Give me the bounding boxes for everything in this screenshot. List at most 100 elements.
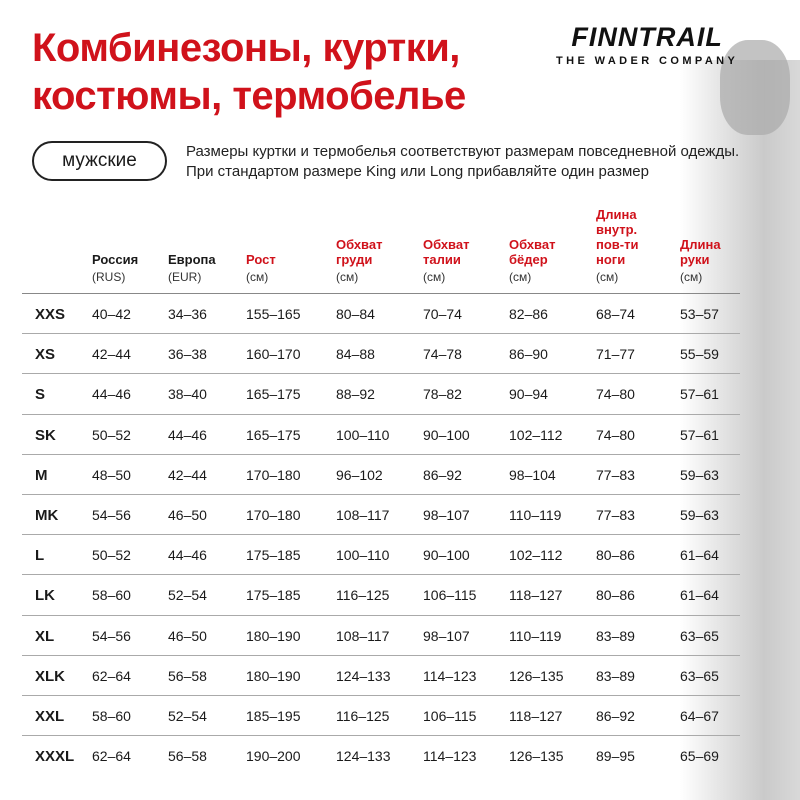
column-header: Обхват груди (см) xyxy=(336,237,416,285)
table-cell: 46–50 xyxy=(168,627,207,644)
table-cell: 86–92 xyxy=(596,708,635,724)
size-note: Размеры куртки и термобелья соответствую… xyxy=(186,143,740,180)
table-cell: 74–80 xyxy=(596,386,635,403)
column-title: Рост xyxy=(246,252,276,267)
category-badge: мужские xyxy=(32,141,167,181)
table-cell: 57–61 xyxy=(680,426,719,443)
table-cell: 100–110 xyxy=(336,426,390,443)
table-cell: 118–127 xyxy=(509,587,563,604)
table-row: XS 42–44 36–38 160–170 84–88 74–78 86–90 71–77 5… xyxy=(22,334,740,375)
table-cell: 110–119 xyxy=(509,507,562,523)
table-cell: 80–86 xyxy=(596,547,635,564)
table-cell: 36–38 xyxy=(168,346,207,363)
table-cell: 44–46 xyxy=(168,426,207,443)
table-cell: 74–80 xyxy=(596,426,635,443)
table-cell: 56–58 xyxy=(168,667,207,684)
column-header: Длина внутр. пов-ти ноги (см) xyxy=(596,207,676,285)
table-cell: 116–125 xyxy=(336,708,390,724)
column-title: Европа xyxy=(168,252,216,267)
column-unit: (см) xyxy=(423,270,446,284)
size-label: XLK xyxy=(35,667,65,685)
table-cell: 80–86 xyxy=(596,587,635,604)
column-unit: (см) xyxy=(509,270,532,284)
table-cell: 124–133 xyxy=(336,667,391,684)
table-cell: 86–90 xyxy=(509,346,548,363)
table-cell: 64–67 xyxy=(680,708,719,724)
table-row: MK 54–56 46–50 170–180 108–117 98–107 110–119 7… xyxy=(22,495,740,536)
table-cell: 106–115 xyxy=(423,587,477,604)
table-cell: 86–92 xyxy=(423,466,462,483)
table-cell: 102–112 xyxy=(509,547,563,564)
table-header: Россия (RUS) Европа (EUR) Рост (см) Обхват груд… xyxy=(0,205,800,285)
table-cell: 80–84 xyxy=(336,306,375,322)
model-photo xyxy=(680,60,800,800)
table-cell: 59–63 xyxy=(680,507,719,523)
table-cell: 155–165 xyxy=(246,306,301,322)
size-label: XXL xyxy=(35,708,65,725)
table-cell: 50–52 xyxy=(92,426,131,443)
size-label: XXS xyxy=(35,306,66,323)
table-cell: 38–40 xyxy=(168,386,207,403)
table-row: M 48–50 42–44 170–180 96–102 86–92 98–104 77–83… xyxy=(22,455,740,495)
table-cell: 118–127 xyxy=(509,708,563,724)
column-unit: (см) xyxy=(246,270,269,284)
column-title: Обхват талии xyxy=(423,237,470,267)
table-cell: 124–133 xyxy=(336,748,391,765)
column-unit: (EUR) xyxy=(168,270,202,284)
table-cell: 185–195 xyxy=(246,708,301,724)
table-cell: 170–180 xyxy=(246,507,301,523)
table-cell: 42–44 xyxy=(92,346,131,363)
size-label: XXXL xyxy=(35,748,75,766)
table-cell: 89–95 xyxy=(596,748,635,765)
table-cell: 34–36 xyxy=(168,306,207,322)
table-cell: 74–78 xyxy=(423,346,462,363)
table-row: XL 54–56 46–50 180–190 108–117 98–107 110–119 8… xyxy=(22,616,740,656)
table-row: SK 50–52 44–46 165–175 100–110 90–100 102–112 7… xyxy=(22,415,740,455)
table-cell: 102–112 xyxy=(509,426,563,443)
table-cell: 55–59 xyxy=(680,346,719,363)
column-header: Обхват талии (см) xyxy=(423,237,503,285)
table-cell: 56–58 xyxy=(168,748,207,765)
table-cell: 52–54 xyxy=(168,587,207,604)
table-cell: 160–170 xyxy=(246,346,301,363)
table-cell: 61–64 xyxy=(680,547,719,564)
finntrail-logo: FINNTRAIL THE WADER COMPANY xyxy=(556,22,739,67)
size-label: S xyxy=(35,386,46,404)
table-cell: 77–83 xyxy=(596,466,635,483)
table-cell: 42–44 xyxy=(168,466,207,483)
column-header: Европа (EUR) xyxy=(168,252,238,285)
size-label: LK xyxy=(35,587,55,605)
size-label: XS xyxy=(35,346,56,364)
table-cell: 84–88 xyxy=(336,346,375,363)
table-cell: 175–185 xyxy=(246,547,301,564)
table-cell: 50–52 xyxy=(92,547,131,564)
column-title: Длина руки xyxy=(680,237,721,267)
table-cell: 71–77 xyxy=(596,346,635,363)
table-cell: 110–119 xyxy=(509,627,562,644)
column-header: Длина руки (см) xyxy=(680,237,750,285)
table-cell: 57–61 xyxy=(680,386,719,403)
table-cell: 126–135 xyxy=(509,667,564,684)
table-cell: 83–89 xyxy=(596,627,635,644)
table-cell: 96–102 xyxy=(336,466,383,483)
table-cell: 62–64 xyxy=(92,748,131,765)
table-cell: 108–117 xyxy=(336,507,390,523)
column-header: Обхват бёдер (см) xyxy=(509,237,589,285)
table-cell: 126–135 xyxy=(509,748,564,765)
table-cell: 175–185 xyxy=(246,587,301,604)
table-cell: 170–180 xyxy=(246,466,301,483)
size-label: XL xyxy=(35,627,55,645)
table-cell: 106–115 xyxy=(423,708,477,724)
table-cell: 62–64 xyxy=(92,667,131,684)
table-cell: 90–100 xyxy=(423,547,470,564)
table-cell: 54–56 xyxy=(92,507,131,523)
column-title: Обхват бёдер xyxy=(509,237,556,267)
size-label: MK xyxy=(35,507,59,524)
table-cell: 58–60 xyxy=(92,708,131,724)
table-cell: 53–57 xyxy=(680,306,719,322)
table-row: L 50–52 44–46 175–185 100–110 90–100 102–112 80… xyxy=(22,535,740,576)
table-cell: 65–69 xyxy=(680,748,719,765)
table-cell: 88–92 xyxy=(336,386,375,403)
table-row: S 44–46 38–40 165–175 88–92 78–82 90–94 74–80 57… xyxy=(22,374,740,415)
table-cell: 116–125 xyxy=(336,587,390,604)
